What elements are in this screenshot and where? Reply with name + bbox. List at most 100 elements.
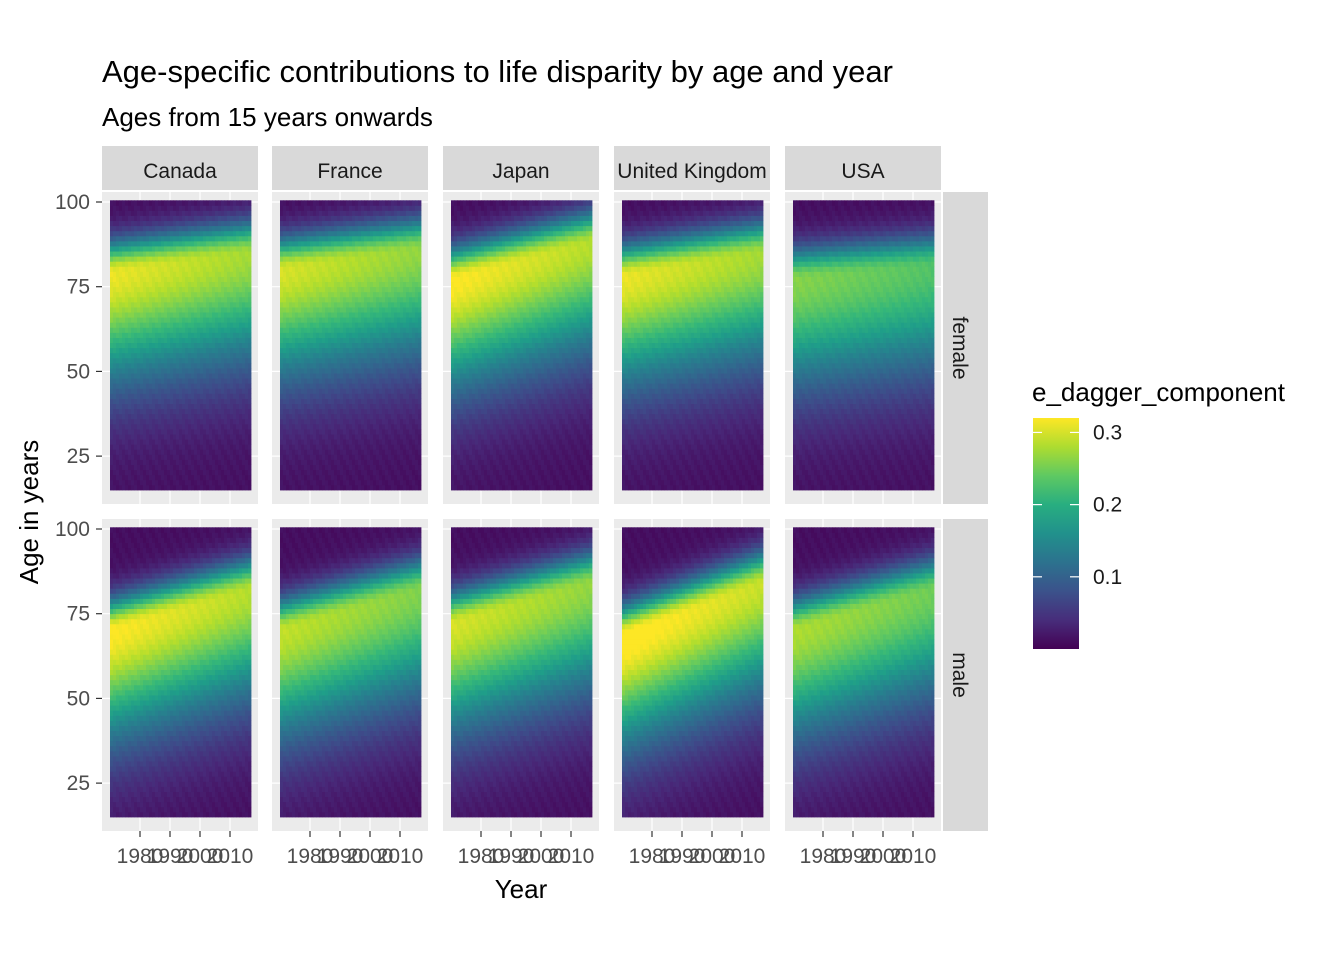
heatmap-cell: [388, 226, 391, 231]
heatmap-cell: [286, 312, 289, 317]
heatmap-cell: [289, 444, 292, 449]
heatmap-cell: [283, 307, 286, 312]
heatmap-cell: [239, 297, 242, 302]
heatmap-cell: [113, 292, 116, 297]
heatmap-cell: [236, 409, 239, 414]
heatmap-cell: [209, 409, 212, 414]
heatmap-cell: [325, 210, 328, 215]
heatmap-cell: [319, 414, 322, 419]
heatmap-cell: [325, 200, 328, 205]
heatmap-cell: [391, 393, 394, 398]
heatmap-cell: [337, 378, 340, 383]
heatmap-cell: [280, 317, 283, 322]
heatmap-cell: [128, 470, 131, 475]
heatmap-cell: [164, 343, 167, 348]
heatmap-cell: [376, 358, 379, 363]
heatmap-cell: [355, 221, 358, 226]
heatmap-cell: [173, 383, 176, 388]
heatmap-cell: [191, 307, 194, 312]
heatmap-cell: [373, 241, 376, 246]
heatmap-cell: [331, 338, 334, 343]
heatmap-cell: [385, 302, 388, 307]
heatmap-cell: [319, 307, 322, 312]
heatmap-cell: [307, 271, 310, 276]
heatmap-cell: [292, 404, 295, 409]
heatmap-cell: [337, 485, 340, 490]
heatmap-cell: [167, 338, 170, 343]
heatmap-cell: [185, 282, 188, 287]
heatmap-cell: [164, 307, 167, 312]
heatmap-cell: [343, 454, 346, 459]
heatmap-cell: [152, 231, 155, 236]
heatmap-cell: [245, 246, 248, 251]
heatmap-cell: [248, 475, 251, 480]
heatmap-cell: [149, 414, 152, 419]
heatmap-cell: [358, 317, 361, 322]
heatmap-cell: [313, 241, 316, 246]
heatmap-cell: [286, 454, 289, 459]
heatmap-cell: [197, 393, 200, 398]
heatmap-cell: [137, 312, 140, 317]
heatmap-cell: [149, 460, 152, 465]
heatmap-cell: [212, 368, 215, 373]
heatmap-cell: [289, 439, 292, 444]
heatmap-cell: [128, 261, 131, 266]
heatmap-cell: [128, 343, 131, 348]
heatmap-cell: [185, 449, 188, 454]
heatmap-cell: [239, 348, 242, 353]
heatmap-cell: [289, 343, 292, 348]
heatmap-cell: [146, 200, 149, 205]
heatmap-cell: [161, 231, 164, 236]
heatmap-cell: [334, 302, 337, 307]
heatmap-cell: [370, 327, 373, 332]
heatmap-cell: [346, 460, 349, 465]
heatmap-cell: [182, 221, 185, 226]
heatmap-cell: [233, 231, 236, 236]
heatmap-cell: [307, 373, 310, 378]
heatmap-cell: [385, 475, 388, 480]
heatmap-cell: [361, 373, 364, 378]
heatmap-cell: [331, 236, 334, 241]
heatmap-cell: [352, 307, 355, 312]
heatmap-cell: [319, 338, 322, 343]
heatmap-cell: [158, 322, 161, 327]
heatmap-cell: [301, 383, 304, 388]
heatmap-cell: [328, 287, 331, 292]
heatmap-cell: [158, 409, 161, 414]
heatmap-cell: [325, 332, 328, 337]
heatmap-cell: [161, 221, 164, 226]
heatmap-cell: [376, 348, 379, 353]
heatmap-cell: [295, 368, 298, 373]
heatmap-cell: [128, 378, 131, 383]
heatmap-cell: [367, 358, 370, 363]
heatmap-cell: [391, 429, 394, 434]
heatmap-cell: [322, 470, 325, 475]
heatmap-cell: [355, 480, 358, 485]
heatmap-cell: [310, 393, 313, 398]
heatmap-cell: [221, 368, 224, 373]
heatmap-cell: [128, 358, 131, 363]
heatmap-cell: [385, 271, 388, 276]
heatmap-cell: [361, 383, 364, 388]
heatmap-cell: [367, 277, 370, 282]
heatmap-cell: [394, 277, 397, 282]
heatmap-cell: [131, 205, 134, 210]
heatmap-cell: [289, 322, 292, 327]
heatmap-cell: [382, 454, 385, 459]
heatmap-cell: [158, 480, 161, 485]
heatmap-cell: [230, 256, 233, 261]
heatmap-cell: [349, 317, 352, 322]
heatmap-cell: [197, 409, 200, 414]
heatmap-cell: [358, 368, 361, 373]
heatmap-cell: [185, 221, 188, 226]
heatmap-cell: [128, 338, 131, 343]
heatmap-cell: [367, 226, 370, 231]
heatmap-cell: [301, 465, 304, 470]
heatmap-cell: [289, 409, 292, 414]
heatmap-cell: [245, 277, 248, 282]
heatmap-cell: [295, 266, 298, 271]
heatmap-cell: [245, 424, 248, 429]
heatmap-cell: [167, 287, 170, 292]
heatmap-cell: [385, 444, 388, 449]
heatmap-cell: [352, 480, 355, 485]
